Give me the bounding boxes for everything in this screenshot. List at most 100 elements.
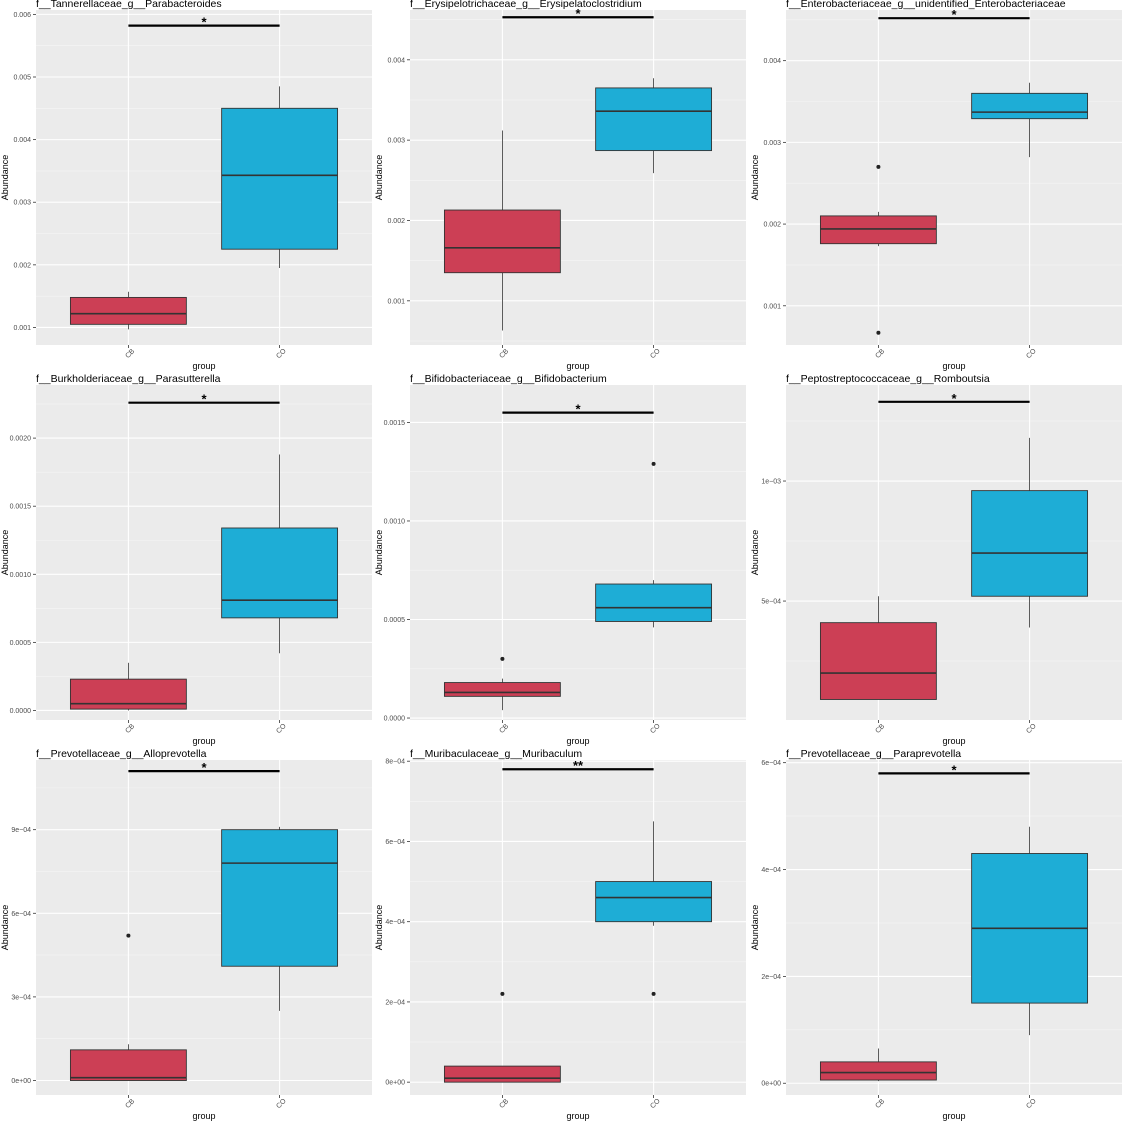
x-tick-label: CO (649, 722, 662, 735)
x-tick-label: CB (124, 348, 136, 360)
chart-title: f__Bifidobacteriaceae_g__Bifidobacterium (410, 373, 607, 385)
y-tick-label: 0.0005 (10, 640, 32, 647)
significance-label: ** (573, 758, 584, 773)
box-co (595, 583, 713, 622)
x-tick-label: CB (498, 348, 510, 360)
x-axis-title: group (566, 361, 589, 371)
y-tick-label: 0.002 (387, 218, 405, 225)
chart-title: f__Enterobacteriaceae_g__unidentified_En… (786, 0, 1066, 10)
significance-label: * (201, 760, 207, 775)
plot-panel (410, 760, 746, 1095)
significance-label: * (951, 762, 957, 777)
plot-panel (410, 10, 746, 345)
x-tick-label: CB (498, 1098, 510, 1110)
box-cb (819, 215, 937, 245)
chart-title: f__Erysipelotrichaceae_g__Erysipelatoclo… (410, 0, 642, 10)
chart-title: f__Prevotellaceae_g__Paraprevotella (786, 748, 961, 760)
y-tick-label: 1e−03 (761, 479, 781, 486)
y-tick-label: 0.001 (13, 325, 31, 332)
x-tick-label: CB (124, 723, 136, 735)
x-axis-title: group (566, 1111, 589, 1121)
chart-panel: f__Prevotellaceae_g__Paraprevotella 0e+00… (750, 748, 1122, 1121)
x-tick-label: CO (649, 1097, 662, 1110)
y-tick-label: 0.0000 (10, 708, 32, 715)
y-axis-title: Abundance (750, 155, 760, 201)
y-tick-label: 4e−04 (761, 867, 781, 874)
y-tick-label: 6e−04 (385, 839, 405, 846)
y-tick-label: 0e+00 (761, 1081, 781, 1088)
box-cb (69, 1049, 187, 1081)
x-tick-label: CO (1025, 1097, 1038, 1110)
y-tick-label: 4e−04 (385, 919, 405, 926)
box-cb (443, 682, 561, 697)
box-cb (819, 622, 937, 700)
y-tick-label: 0e+00 (11, 1078, 31, 1085)
x-axis-title: group (942, 1111, 965, 1121)
y-tick-label: 0.0015 (10, 504, 32, 511)
box-co (595, 87, 713, 152)
outlier-point (126, 933, 131, 938)
y-tick-label: 0.002 (13, 262, 31, 269)
plot-panel (410, 385, 746, 720)
y-tick-label: 0.004 (387, 57, 405, 64)
y-tick-label: 0.0005 (384, 617, 406, 624)
x-axis-title: group (942, 736, 965, 746)
significance-label: * (201, 15, 207, 30)
significance-label: * (951, 7, 957, 22)
y-tick-label: 0e+00 (385, 1080, 405, 1087)
chart-title: f__Tannerellaceae_g__Parabacteroides (36, 0, 222, 10)
box-cb (69, 678, 187, 710)
y-tick-label: 0.003 (763, 140, 781, 147)
x-axis-title: group (192, 736, 215, 746)
y-tick-label: 0.0010 (384, 518, 406, 525)
chart-panel: f__Muribaculaceae_g__Muribaculum 0e+00 2e−… (374, 748, 746, 1121)
box-cb (819, 1061, 937, 1081)
x-axis-title: group (192, 361, 215, 371)
x-tick-label: CO (275, 722, 288, 735)
chart-title: f__Peptostreptococcaceae_g__Romboutsia (786, 373, 990, 385)
y-tick-label: 8e−04 (385, 759, 405, 766)
outlier-point (651, 461, 656, 466)
outlier-point (500, 991, 505, 996)
y-tick-label: 0.006 (13, 12, 31, 19)
x-tick-label: CB (498, 723, 510, 735)
chart-panel: f__Burkholderiaceae_g__Parasutterella 0.0… (0, 373, 372, 746)
chart-title: f__Muribaculaceae_g__Muribaculum (410, 748, 582, 760)
plot-panel (786, 10, 1122, 345)
y-axis-title: Abundance (374, 155, 384, 201)
y-tick-label: 0.0020 (10, 436, 32, 443)
y-tick-label: 5e−04 (761, 599, 781, 606)
chart-panel: f__Peptostreptococcaceae_g__Romboutsia 5e… (750, 373, 1122, 746)
x-tick-label: CO (1025, 722, 1038, 735)
box-co (971, 92, 1089, 120)
chart-panel: f__Prevotellaceae_g__Alloprevotella 0e+00… (0, 748, 372, 1121)
outlier-point (651, 991, 656, 996)
x-tick-label: CB (124, 1098, 136, 1110)
box-co (221, 829, 339, 967)
y-tick-label: 0.0015 (384, 420, 406, 427)
y-tick-label: 0.003 (13, 200, 31, 207)
y-tick-label: 6e−04 (11, 911, 31, 918)
outlier-point (876, 330, 881, 335)
outlier-point (876, 164, 881, 169)
x-tick-label: CO (275, 1097, 288, 1110)
x-tick-label: CB (874, 723, 886, 735)
y-axis-title: Abundance (374, 905, 384, 951)
significance-label: * (575, 402, 581, 417)
x-tick-label: CB (874, 348, 886, 360)
box-co (221, 527, 339, 619)
y-tick-label: 0.0000 (384, 716, 406, 723)
y-tick-label: 0.004 (13, 137, 31, 144)
y-tick-label: 3e−04 (11, 994, 31, 1001)
y-axis-title: Abundance (0, 530, 10, 576)
x-axis-title: group (192, 1111, 215, 1121)
y-tick-label: 0.001 (387, 298, 405, 305)
y-axis-title: Abundance (750, 530, 760, 576)
y-tick-label: 6e−04 (761, 760, 781, 767)
x-tick-label: CO (1025, 347, 1038, 360)
box-co (595, 881, 713, 923)
y-tick-label: 0.004 (763, 58, 781, 65)
outlier-point (500, 656, 505, 661)
y-tick-label: 2e−04 (761, 974, 781, 981)
